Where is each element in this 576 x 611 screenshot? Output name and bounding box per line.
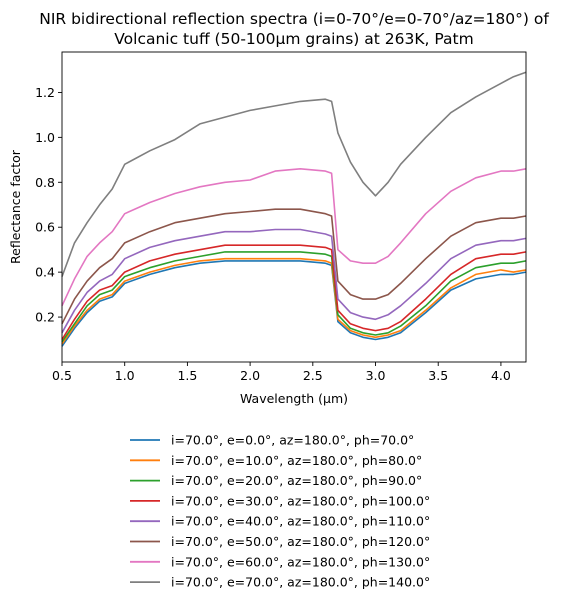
chart-title-line-1: NIR bidirectional reflection spectra (i=…	[39, 10, 549, 28]
legend-entry-label: i=70.0°, e=60.0°, az=180.0°, ph=130.0°	[171, 554, 430, 569]
plot-frame	[61, 51, 527, 363]
x-tick-label: 2.0	[240, 368, 260, 383]
x-tick-label: 3.0	[366, 368, 386, 383]
y-tick-label: 0.2	[35, 310, 55, 325]
legend-entry-label: i=70.0°, e=0.0°, az=180.0°, ph=70.0°	[171, 433, 414, 448]
legend-entry-label: i=70.0°, e=40.0°, az=180.0°, ph=110.0°	[171, 514, 430, 529]
series-line-4	[61, 244, 527, 340]
y-tick-label: 0.6	[35, 220, 55, 235]
x-tick-label: 2.5	[303, 368, 323, 383]
x-axis-ticks: 0.5 1.0 1.5 2.0 2.5 3.0 3.5 4.0	[52, 362, 511, 383]
chart-title-line-2: Volcanic tuff (50-100μm grains) at 263K,…	[114, 30, 473, 48]
x-axis-label: Wavelength (μm)	[240, 391, 348, 406]
y-axis-label: Reflectance factor	[8, 149, 23, 264]
y-tick-label: 1.0	[35, 130, 55, 145]
y-tick-label: 0.8	[35, 175, 55, 190]
legend-entry-label: i=70.0°, e=70.0°, az=180.0°, ph=140.0°	[171, 575, 430, 590]
x-tick-label: 3.5	[428, 368, 448, 383]
legend-entry-label: i=70.0°, e=30.0°, az=180.0°, ph=100.0°	[171, 493, 430, 508]
series-line-3	[61, 251, 527, 343]
series-line-2	[61, 257, 527, 345]
series-line-8	[61, 71, 527, 277]
series-line-7	[61, 168, 527, 307]
x-tick-label: 0.5	[52, 368, 72, 383]
legend: i=70.0°, e=0.0°, az=180.0°, ph=70.0° i=70…	[130, 433, 430, 590]
y-axis-ticks: 0.2 0.4 0.6 0.8 1.0 1.2	[35, 85, 62, 325]
x-tick-label: 1.0	[115, 368, 135, 383]
series-line-5	[61, 228, 527, 334]
series-lines	[61, 71, 527, 347]
x-tick-label: 4.0	[491, 368, 511, 383]
legend-entry-label: i=70.0°, e=20.0°, az=180.0°, ph=90.0°	[171, 473, 422, 488]
legend-entry-label: i=70.0°, e=50.0°, az=180.0°, ph=120.0°	[171, 534, 430, 549]
y-tick-label: 1.2	[35, 85, 55, 100]
legend-entry-label: i=70.0°, e=10.0°, az=180.0°, ph=80.0°	[171, 453, 422, 468]
x-tick-label: 1.5	[177, 368, 197, 383]
series-line-1	[61, 260, 527, 347]
y-tick-label: 0.4	[35, 265, 55, 280]
series-line-6	[61, 208, 527, 325]
